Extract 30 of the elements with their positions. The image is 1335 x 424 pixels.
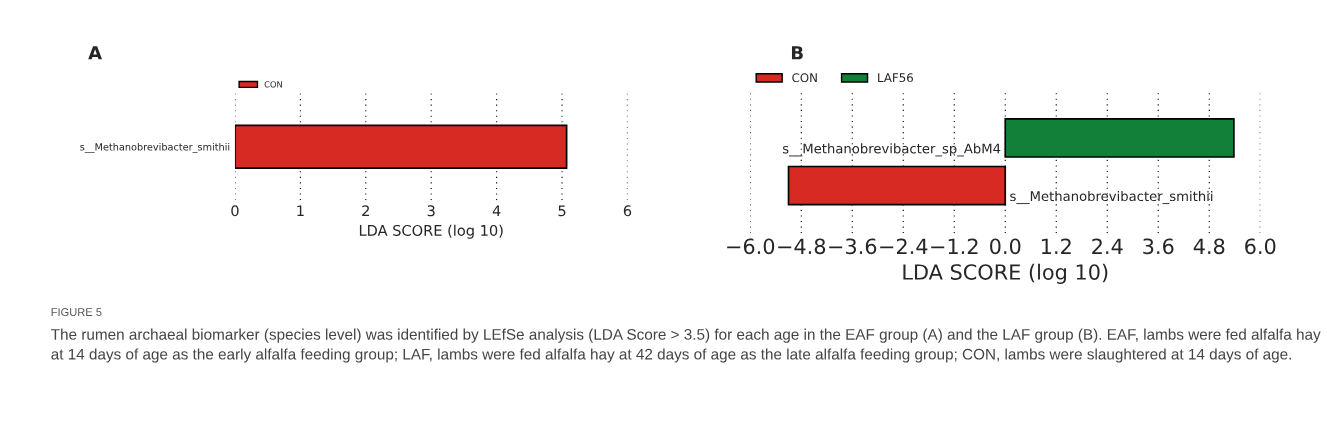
x-tick-label: −1.2 <box>931 238 978 254</box>
legend-label: CON <box>264 81 282 88</box>
x-tick-label: 4.8 <box>1193 238 1225 255</box>
x-tick-label: 2.4 <box>1092 238 1123 254</box>
x-tick-label: 1 <box>297 205 304 217</box>
x-tick-label: −6.0 <box>727 238 775 255</box>
x-tick-label: −4.8 <box>778 238 826 255</box>
x-tick-label: 3 <box>427 205 435 217</box>
y-tick-label: s__Methanobrevibacter_smithii <box>80 143 230 153</box>
y-tick-label: s__Methanobrevibacter_smithii <box>1010 190 1213 205</box>
x-tick-label: 1.2 <box>1041 238 1071 254</box>
legend-label: CON <box>792 73 817 83</box>
x-tick-label: 5 <box>558 205 566 217</box>
x-tick-label: 3.6 <box>1143 238 1174 255</box>
x-tick-label: 4 <box>492 205 501 217</box>
text: The rumen archaeal biomarker (species level) was identified by LEfSe analysis (LDA Score > 3.5) for each age in the EAF group (A) and the LAF group (B). EAF, lambs were fed alfalfa hay at 14 days of age as the early alfalfa feeding group; LAF, lambs were fed alfalfa hay at 42 days of age as the late alfalfa feeding group; CON, lambs were slaughtered at 14 days of age. <box>51 328 1321 363</box>
y-tick-label: s__Methanobrevibacter_sp_AbM4 <box>782 143 1001 157</box>
caption: FIGURE 5 <box>51 308 102 316</box>
x-tick-label: −2.4 <box>880 238 928 254</box>
x-tick-label: 0 <box>231 205 239 217</box>
x-tick-label: 0.0 <box>990 238 1021 255</box>
x-tick-label: 2 <box>362 205 369 217</box>
chart-title: A <box>88 46 102 60</box>
chart-title: B <box>791 46 803 60</box>
x-tick-label: 6 <box>623 205 632 217</box>
x-axis-title: LDA SCORE (log 10) <box>359 224 503 239</box>
x-axis-title: LDA SCORE (log 10) <box>903 263 1108 284</box>
x-tick-label: 6.0 <box>1245 238 1276 255</box>
legend-label: LAF56 <box>878 73 913 83</box>
x-tick-label: −3.6 <box>829 238 877 255</box>
